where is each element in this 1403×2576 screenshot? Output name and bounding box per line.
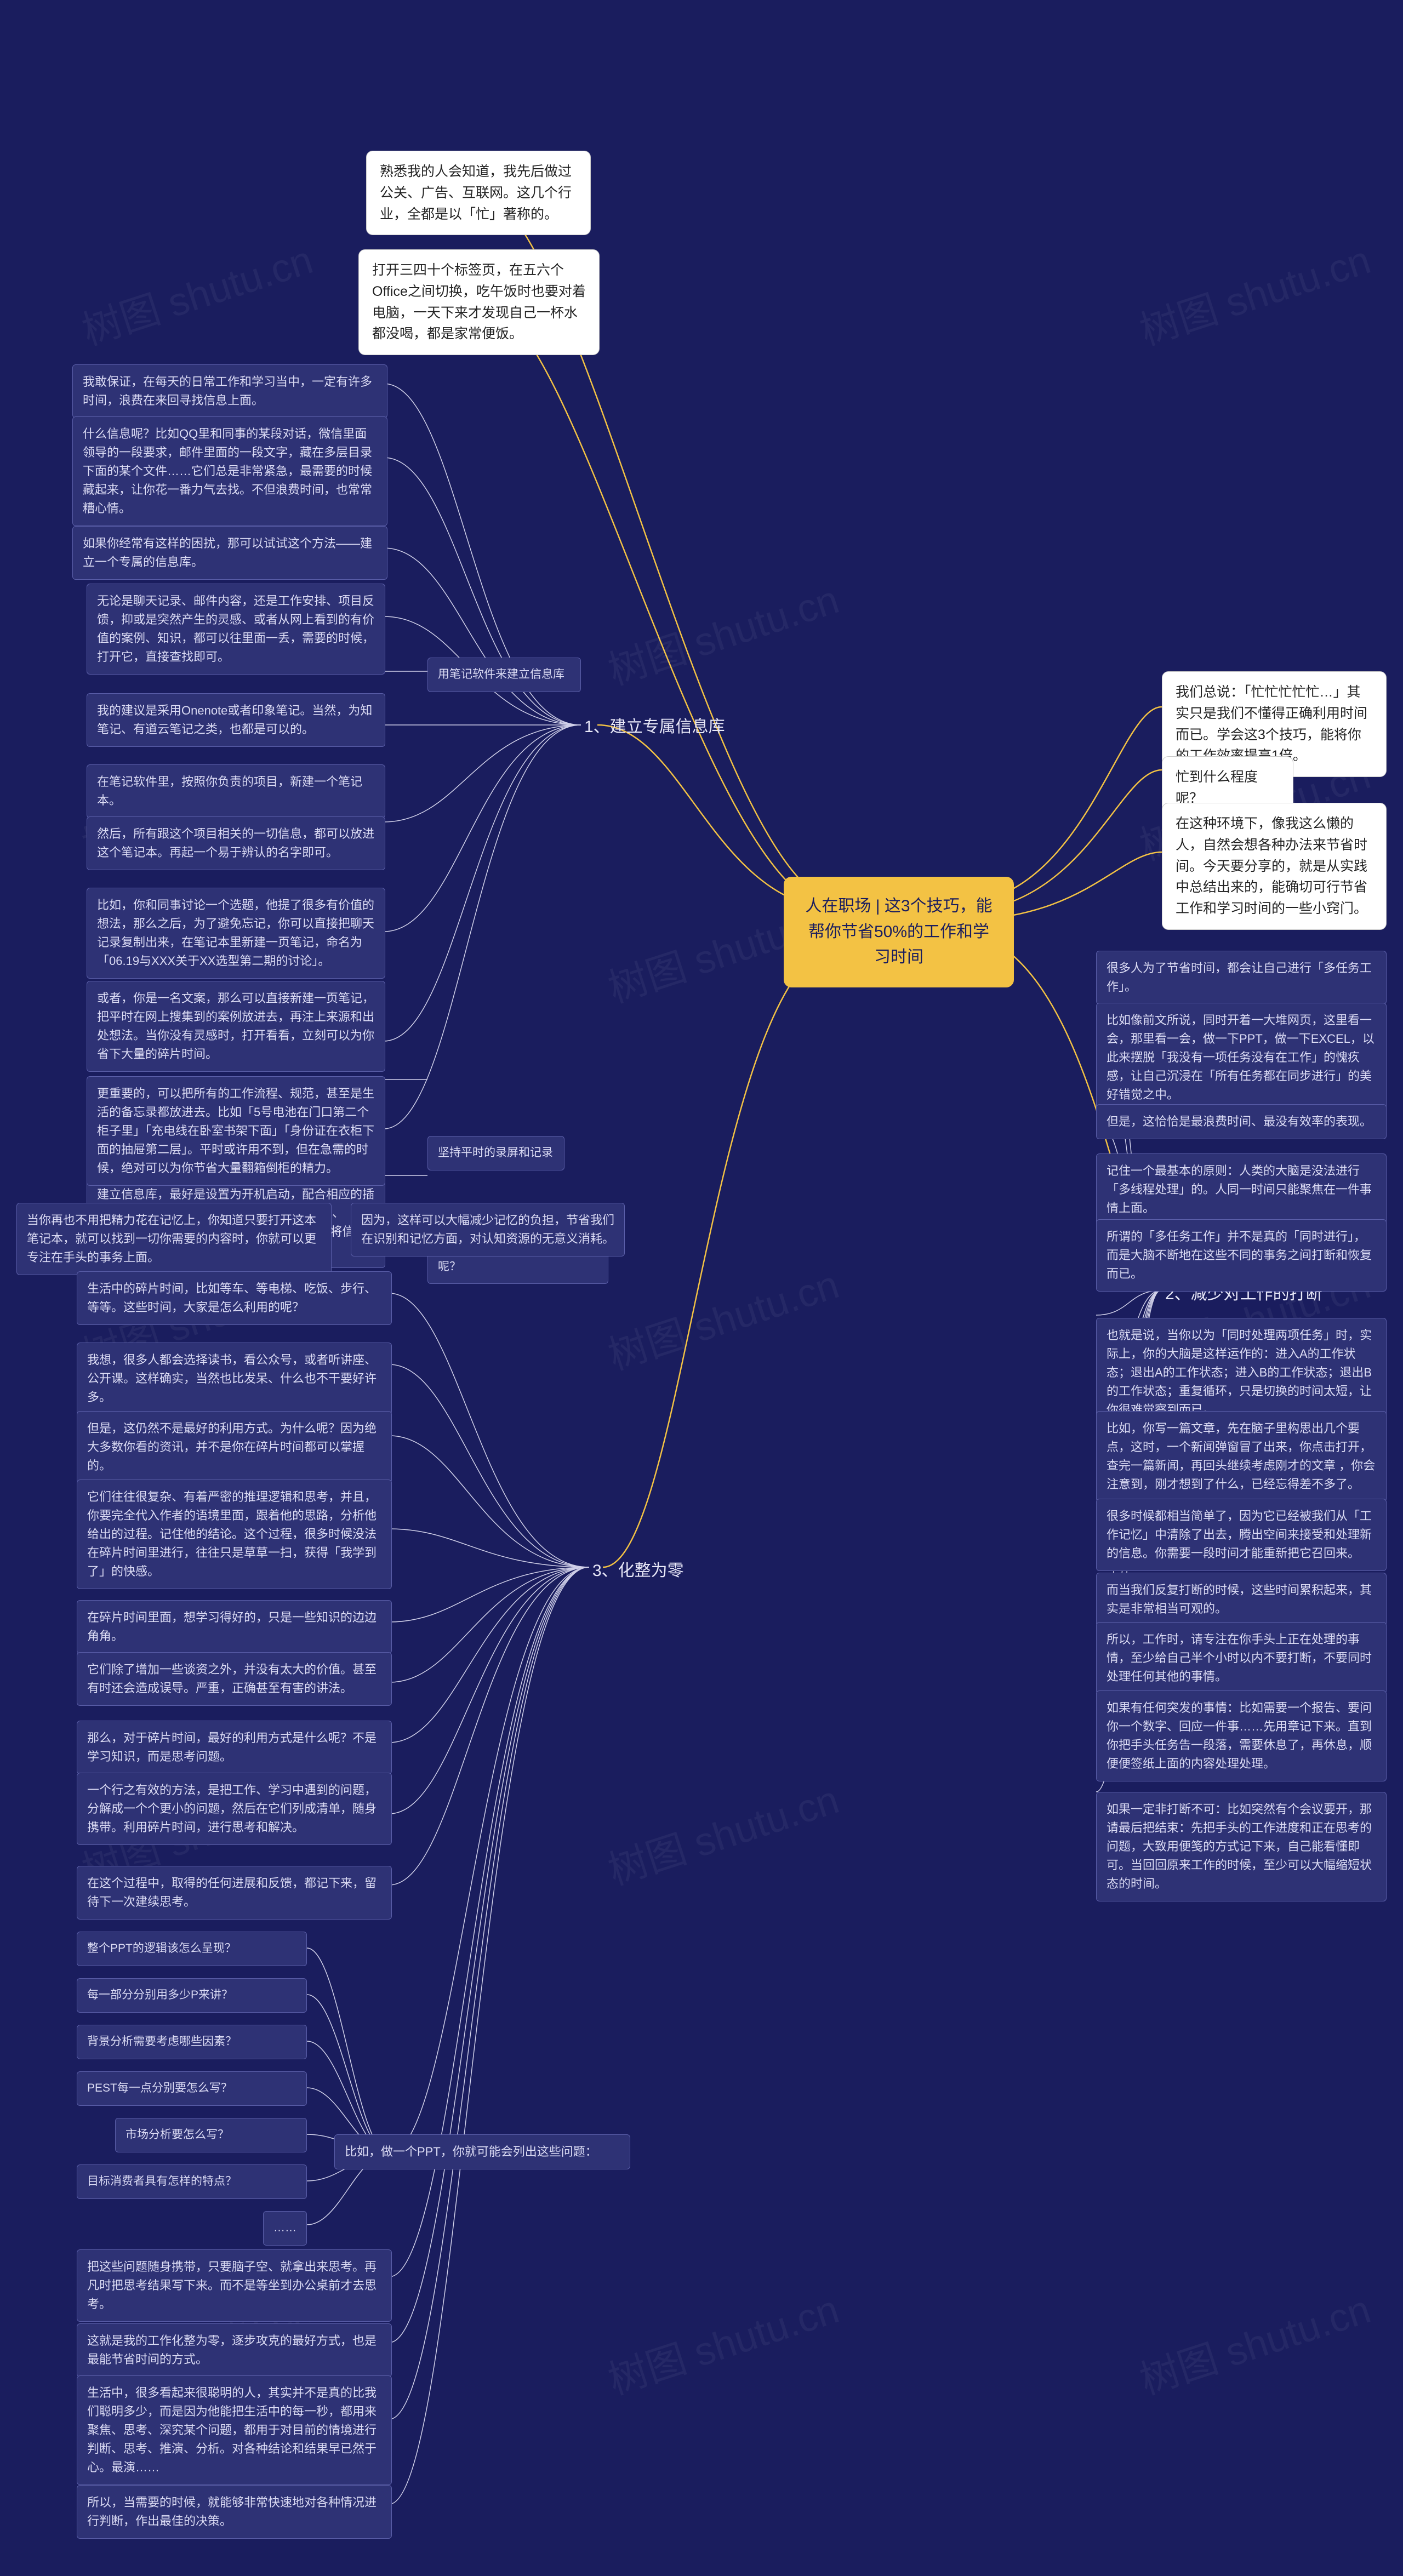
b3-q2: 每一部分分别用多少P来讲？ (77, 1978, 307, 2013)
b1-l7: 然后，所有跟这个项目相关的一切信息，都可以放进这个笔记本。再起一个易于辨认的名字… (87, 816, 385, 870)
b3-l13: 所以，当需要的时候，就能够非常快速地对各种情况进行判断，作出最佳的决策。 (77, 2485, 392, 2539)
b3-l4: 它们往往很复杂、有着严密的推理逻辑和思考，并且，你要完全代入作者的语境里面，跟着… (77, 1480, 392, 1589)
b3-l2: 我想，很多人都会选择读书，看公众号，或者听讲座、公开课。这样确实，当然也比发呆、… (77, 1343, 392, 1415)
b1-l9: 或者，你是一名文案，那么可以直接新建一页笔记，把平时在网上搜集到的案例放进去，再… (87, 981, 385, 1072)
watermark: 树图 shutu.cn (600, 567, 845, 696)
b2-l10: 所以，工作时，请专注在你手头上正在处理的事情，至少给自己半个小时以内不要打断，不… (1096, 1622, 1387, 1694)
watermark: 树图 shutu.cn (73, 227, 318, 356)
b2-l3: 但是，这恰恰是最浪费时间、最没有效率的表现。 (1096, 1104, 1387, 1139)
b1-l4: 无论是聊天记录、邮件内容，还是工作安排、项目反馈，抑或是突然产生的灵感、或者从网… (87, 584, 385, 675)
branch-1-title[interactable]: 1、建立专属信息库 (581, 712, 728, 742)
b3-qt: 比如，做一个PPT，你就可能会列出这些问题： (334, 2134, 630, 2169)
b2-l5: 所谓的「多任务工作」并不是真的「同时进行」，而是大脑不断地在这些不同的事务之间打… (1096, 1219, 1387, 1292)
b3-q6: 目标消费者具有怎样的特点？ (77, 2164, 307, 2199)
b3-l6: 它们除了增加一些谈资之外，并没有太大的价值。甚至有时还会造成误导。严重，正确甚至… (77, 1652, 392, 1706)
b1-l13: 因为，这样可以大幅减少记忆的负担，节省我们在识别和记忆方面，对认知资源的无意义消… (351, 1203, 625, 1256)
b2-l2: 比如像前文所说，同时开着一大堆网页，这里看一会，那里看一会，做一下PPT，做一下… (1096, 1003, 1387, 1112)
b1-l8: 比如，你和同事讨论一个选题，他提了很多有价值的想法，那么之后，为了避免忘记，你可… (87, 888, 385, 979)
intro-w1: 熟悉我的人会知道，我先后做过公关、广告、互联网。这几个行业，全都是以「忙」著称的… (366, 151, 591, 235)
b1-l1: 我敢保证，在每天的日常工作和学习当中，一定有许多时间，浪费在来回寻找信息上面。 (72, 364, 387, 418)
branch-3-title[interactable]: 3、化整为零 (589, 1556, 687, 1586)
b2-l4: 记住一个最基本的原则：人类的大脑是没法进行「多线程处理」的。人同一时间只能聚焦在… (1096, 1153, 1387, 1226)
b1-l3: 如果你经常有这样的困扰，那可以试试这个方法——建立一个专属的信息库。 (72, 526, 387, 580)
b3-l3: 但是，这仍然不是最好的利用方式。为什么呢？因为绝大多数你看的资讯，并不是你在碎片… (77, 1411, 392, 1483)
b3-q7: …… (263, 2211, 307, 2246)
b2-l1: 很多人为了节省时间，都会让自己进行「多任务工作」。 (1096, 951, 1387, 1004)
b3-q4: PEST每一点分别要怎么写？ (77, 2071, 307, 2106)
b1-l12: 当你再也不用把精力花在记忆上，你知道只要打开这本笔记本，就可以找到一切你需要的内… (16, 1203, 332, 1275)
watermark: 树图 shutu.cn (1131, 2277, 1376, 2406)
root-node[interactable]: 人在职场 | 这3个技巧，能帮你节省50%的工作和学习时间 (784, 877, 1014, 987)
watermark: 树图 shutu.cn (600, 2277, 845, 2406)
b2-l11: 如果有任何突发的事情：比如需要一个报告、要问你一个数字、回应一件事……先用章记下… (1096, 1690, 1387, 1781)
intro-w2: 打开三四十个标签页，在五六个Office之间切换，吃午饭时也要对着电脑，一天下来… (358, 249, 600, 355)
b2-l12: 如果一定非打断不可：比如突然有个会议要开，那请最后把结束：先把手头的工作进度和正… (1096, 1792, 1387, 1901)
b2-l9: 而当我们反复打断的时候，这些时间累积起来，其实是非常相当可观的。 (1096, 1573, 1387, 1626)
b3-l7: 那么，对于碎片时间，最好的利用方式是什么呢？不是学习知识，而是思考问题。 (77, 1721, 392, 1774)
b3-q3: 背景分析需要考虑哪些因素？ (77, 2025, 307, 2059)
b1-l2: 什么信息呢？比如QQ里和同事的某段对话，微信里面领导的一段要求，邮件里面的一段文… (72, 416, 387, 526)
intro-w5: 在这种环境下，像我这么懒的人，自然会想各种办法来节省时间。今天要分享的，就是从实… (1162, 803, 1387, 930)
b3-q5: 市场分析要怎么写？ (115, 2118, 307, 2152)
b1-l10: 更重要的，可以把所有的工作流程、规范，甚至是生活的备忘录都放进去。比如「5号电池… (87, 1076, 385, 1186)
b3-l9: 在这个过程中，取得的任何进展和反馈，都记下来，留待下一次建续思考。 (77, 1866, 392, 1920)
watermark: 树图 shutu.cn (1131, 227, 1376, 356)
b1-l5: 我的建议是采用Onenote或者印象笔记。当然，为知笔记、有道云笔记之类，也都是… (87, 693, 385, 747)
b3-l11: 这就是我的工作化整为零，逐步攻克的最好方式，也是最能节省时间的方式。 (77, 2323, 392, 2377)
b2-l8: 很多时候都相当简单了，因为它已经被我们从「工作记忆」中清除了出去，腾出空间来接受… (1096, 1499, 1387, 1571)
b3-l12: 生活中，很多看起来很聪明的人，其实并不是真的比我们聪明多少，而是因为他能把生活中… (77, 2375, 392, 2485)
watermark: 树图 shutu.cn (600, 1252, 845, 1381)
b3-l1: 生活中的碎片时间，比如等车、等电梯、吃饭、步行、等等。这些时间，大家是怎么利用的… (77, 1271, 392, 1325)
b3-l8: 一个行之有效的方法，是把工作、学习中遇到的问题，分解成一个个更小的问题，然后在它… (77, 1773, 392, 1845)
b3-l5: 在碎片时间里面，想学习得好的，只是一些知识的边边角角。 (77, 1600, 392, 1654)
watermark: 树图 shutu.cn (600, 1767, 845, 1896)
b2-l7: 比如，你写一篇文章，先在脑子里构思出几个要点，这时，一个新闻弹窗冒了出来，你点击… (1096, 1411, 1387, 1502)
b1-l10a: 坚持平时的录屏和记录 (427, 1136, 564, 1170)
b1-l6: 在笔记软件里，按照你负责的项目，新建一个笔记本。 (87, 764, 385, 818)
b3-q1: 整个PPT的逻辑该怎么呈现？ (77, 1932, 307, 1966)
b1-l4a: 用笔记软件来建立信息库 (427, 658, 581, 692)
b3-l10: 把这些问题随身携带，只要脑子空、就拿出来思考。再凡时把思考结果写下来。而不是等坐… (77, 2249, 392, 2322)
